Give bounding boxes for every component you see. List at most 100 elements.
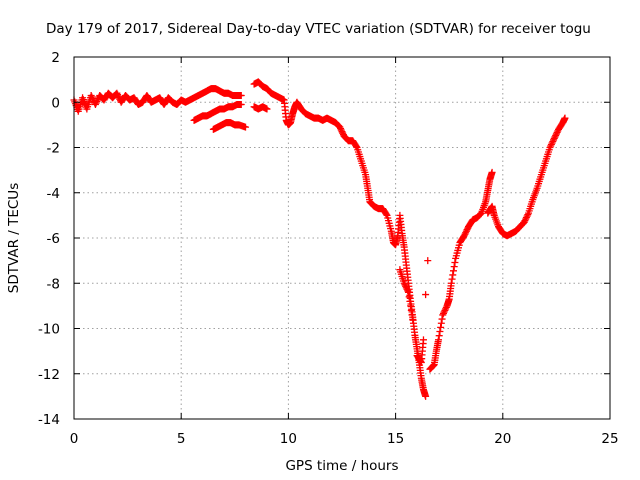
data-point-fill <box>437 323 445 331</box>
data-point-fill <box>352 142 360 150</box>
data-point-fill <box>439 309 447 317</box>
data-point <box>113 89 121 97</box>
data-point <box>424 257 432 265</box>
data-point-fill <box>448 275 456 283</box>
data-point-fill <box>524 211 532 219</box>
x-tick-label: 5 <box>177 431 186 447</box>
x-axis-label: GPS time / hours <box>285 458 398 474</box>
data-point-fill <box>438 315 446 323</box>
data-point-fill <box>441 306 449 314</box>
data-point-fill <box>405 293 413 301</box>
data-point <box>460 232 468 240</box>
data-point-fill <box>553 128 561 136</box>
data-point-fill <box>407 302 415 310</box>
data-point-fill <box>408 311 416 319</box>
data-point <box>237 101 245 109</box>
grid <box>74 57 610 419</box>
data-point-fill <box>338 128 346 136</box>
data-point <box>561 114 569 122</box>
data-point-fill <box>451 259 459 267</box>
data-point <box>546 144 554 151</box>
data-point-fill <box>404 287 412 295</box>
x-tick-label: 20 <box>494 431 511 447</box>
data-point-fill <box>449 271 457 279</box>
data-point-fill <box>547 140 555 148</box>
data-point-fill <box>403 285 411 293</box>
data-point-fill <box>92 99 100 107</box>
y-tick-label: 0 <box>51 95 60 111</box>
data-point-fill <box>461 230 469 238</box>
data-point-fill <box>552 131 560 139</box>
data-point <box>439 311 447 319</box>
data-points <box>70 78 569 400</box>
data-point <box>400 279 408 287</box>
data-point <box>91 101 99 109</box>
data-point-fill <box>450 263 458 271</box>
data-point-fill <box>339 129 347 137</box>
y-tick-label: -6 <box>47 231 60 247</box>
data-point-fill <box>463 226 471 234</box>
y-tick-label: 2 <box>51 50 60 66</box>
data-point-fill <box>440 308 448 316</box>
data-point-fill <box>114 91 122 99</box>
y-tick-label: -4 <box>47 186 60 202</box>
data-point-fill <box>549 137 557 145</box>
data-point <box>404 288 412 296</box>
data-point <box>87 91 95 99</box>
data-point-fill <box>429 362 437 370</box>
y-tick-label: -2 <box>47 141 60 157</box>
data-point <box>520 218 528 226</box>
data-point <box>422 291 430 299</box>
data-point-fill <box>88 93 96 101</box>
data-point <box>488 168 496 176</box>
data-point-fill <box>94 96 102 104</box>
data-point <box>263 105 271 113</box>
data-point-fill <box>449 267 457 275</box>
data-point-fill <box>522 214 530 222</box>
data-point-fill <box>401 281 409 289</box>
data-point-fill <box>382 210 390 218</box>
data-point-fill <box>521 217 529 225</box>
data-point <box>550 134 558 142</box>
data-point-fill <box>402 284 410 292</box>
data-point-fill <box>407 306 415 314</box>
data-point-fill <box>522 215 530 223</box>
data-point <box>237 91 245 99</box>
data-point-fill <box>402 282 410 290</box>
data-point-fill <box>523 212 531 220</box>
data-point-fill <box>442 305 450 313</box>
y-tick-label: -8 <box>47 276 60 292</box>
x-tick-label: 10 <box>280 431 297 447</box>
data-point-fill <box>552 130 560 138</box>
data-point-fill <box>406 297 414 305</box>
data-point-fill <box>462 229 470 237</box>
data-point <box>447 279 455 287</box>
data-point-fill <box>436 328 444 336</box>
x-tick-label: 25 <box>601 431 618 447</box>
y-tick-label: -12 <box>38 367 60 383</box>
data-point-fill <box>337 126 345 134</box>
data-point-fill <box>435 332 443 340</box>
y-axis-label: SDTVAR / TECUs <box>6 183 22 293</box>
data-point <box>242 123 250 131</box>
data-point-fill <box>337 125 345 133</box>
data-point-fill <box>93 97 101 105</box>
chart-title: Day 179 of 2017, Sidereal Day-to-day VTE… <box>46 21 591 37</box>
data-point <box>419 336 427 344</box>
data-point-fill <box>429 361 437 369</box>
data-point-fill <box>114 92 122 100</box>
data-point-fill <box>437 319 445 327</box>
data-point <box>336 123 344 131</box>
x-tick-label: 0 <box>70 431 79 447</box>
x-tick-label: 15 <box>387 431 404 447</box>
data-point-fill <box>551 133 559 141</box>
data-point <box>422 392 430 400</box>
y-tick-label: -10 <box>38 322 60 338</box>
data-point <box>434 336 442 344</box>
data-point-fill <box>462 227 470 235</box>
data-point <box>409 315 417 323</box>
data-point-fill <box>547 142 555 150</box>
data-point-fill <box>548 139 556 147</box>
